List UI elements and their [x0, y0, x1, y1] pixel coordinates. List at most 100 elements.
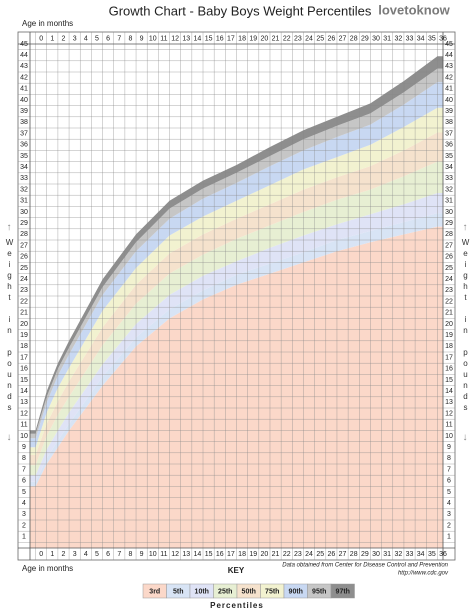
x-tick-label: 34: [417, 551, 425, 558]
x-tick-label: 9: [140, 35, 144, 42]
x-tick-label: 17: [227, 35, 235, 42]
y-tick-label: 20: [20, 321, 28, 328]
x-axis-label-top: Age in months: [22, 19, 73, 28]
x-tick-label: 26: [327, 551, 335, 558]
arrow-down: ↓: [6, 432, 12, 443]
x-tick-label: 9: [140, 551, 144, 558]
x-tick-label: 7: [117, 551, 121, 558]
x-axis-label-bottom: Age in months: [22, 564, 73, 573]
x-tick-label: 19: [249, 551, 257, 558]
x-tick-label: 15: [205, 551, 213, 558]
y-tick-label: 40: [445, 97, 453, 104]
y-tick-label: 15: [445, 377, 453, 384]
y-tick-label: 24: [445, 276, 453, 283]
source: Data obtained from Center for Disease Co…: [282, 563, 448, 569]
x-tick-label: 3: [73, 551, 77, 558]
x-tick-label: 5: [95, 551, 99, 558]
y-tick-label: 41: [20, 86, 28, 93]
y-tick-label: 31: [445, 198, 453, 205]
legend-label: 3rd: [149, 588, 160, 595]
x-tick-label: 24: [305, 551, 313, 558]
legend-label: 25th: [218, 588, 232, 595]
x-tick-label: 29: [361, 35, 369, 42]
y-tick-label: 44: [20, 52, 28, 59]
y-tick-label: 26: [20, 254, 28, 261]
legend-label: 90th: [289, 588, 303, 595]
x-tick-label: 16: [216, 551, 224, 558]
x-tick-label: 2: [62, 551, 66, 558]
legend-label: 95th: [312, 588, 326, 595]
y-tick-label: 45: [20, 41, 28, 48]
y-tick-label: 16: [20, 366, 28, 373]
legend-label: 5th: [173, 588, 184, 595]
percentile-band: [30, 161, 443, 476]
x-tick-label: 4: [84, 551, 88, 558]
x-tick-label: 6: [106, 551, 110, 558]
x-tick-label: 11: [160, 551, 167, 558]
x-tick-label: 1: [50, 551, 54, 558]
y-tick-label: 35: [445, 153, 453, 160]
x-tick-label: 23: [294, 35, 302, 42]
legend-swatch: [330, 583, 355, 599]
x-tick-label: 31: [383, 35, 391, 42]
x-tick-label: 13: [182, 35, 190, 42]
y-tick-label: 19: [20, 332, 28, 339]
y-tick-label: 8: [447, 455, 451, 462]
x-tick-label: 34: [417, 35, 425, 42]
y-tick-label: 33: [445, 175, 453, 182]
x-tick-label: 25: [316, 35, 324, 42]
x-tick-label: 36: [439, 551, 447, 558]
y-tick-label: 7: [447, 466, 451, 473]
y-tick-label: 21: [20, 310, 28, 317]
y-tick-label: 27: [445, 242, 453, 249]
y-tick-label: 18: [20, 343, 28, 350]
y-tick-label: 34: [445, 164, 453, 171]
logo: lovetoknow: [378, 2, 450, 17]
x-tick-label: 0: [39, 551, 43, 558]
y-tick-label: 4: [447, 500, 451, 507]
x-tick-label: 0: [39, 35, 43, 42]
y-tick-label: 41: [445, 86, 453, 93]
x-tick-label: 6: [106, 35, 110, 42]
x-tick-label: 21: [272, 551, 280, 558]
y-tick-label: 1: [447, 534, 451, 541]
y-tick-label: 12: [445, 410, 453, 417]
y-tick-label: 26: [445, 254, 453, 261]
y-tick-label: 43: [445, 63, 453, 70]
x-tick-label: 30: [372, 551, 380, 558]
x-tick-label: 32: [394, 35, 402, 42]
y-tick-label: 21: [445, 310, 453, 317]
y-tick-label: 20: [445, 321, 453, 328]
y-tick-label: 31: [20, 198, 28, 205]
chart-title: Growth Chart - Baby Boys Weight Percenti…: [109, 3, 372, 18]
y-tick-label: 37: [20, 130, 28, 137]
x-tick-label: 20: [261, 35, 269, 42]
legend-label: 50th: [242, 588, 256, 595]
y-tick-label: 8: [22, 455, 26, 462]
x-tick-label: 8: [129, 551, 133, 558]
y-tick-label: 25: [20, 265, 28, 272]
x-tick-label: 1: [50, 35, 54, 42]
x-tick-label: 27: [339, 35, 347, 42]
y-tick-label: 35: [20, 153, 28, 160]
x-tick-label: 8: [129, 35, 133, 42]
y-tick-label: 37: [445, 130, 453, 137]
y-tick-label: 10: [20, 433, 28, 440]
x-tick-label: 35: [428, 35, 436, 42]
y-tick-label: 9: [447, 444, 451, 451]
y-tick-label: 38: [445, 119, 453, 126]
y-tick-label: 17: [445, 354, 453, 361]
x-tick-label: 21: [272, 35, 280, 42]
legend-label: 10th: [195, 588, 209, 595]
arrow-up: ↑: [6, 222, 12, 233]
y-tick-label: 29: [20, 220, 28, 227]
y-tick-label: 1: [22, 534, 26, 541]
x-tick-label: 13: [182, 551, 190, 558]
y-tick-label: 5: [447, 489, 451, 496]
x-tick-label: 3: [73, 35, 77, 42]
y-tick-label: 28: [445, 231, 453, 238]
y-axis-label-right: Weight in pounds: [461, 238, 470, 414]
key-title: KEY: [228, 566, 245, 575]
y-tick-label: 24: [20, 276, 28, 283]
x-tick-label: 28: [350, 35, 358, 42]
